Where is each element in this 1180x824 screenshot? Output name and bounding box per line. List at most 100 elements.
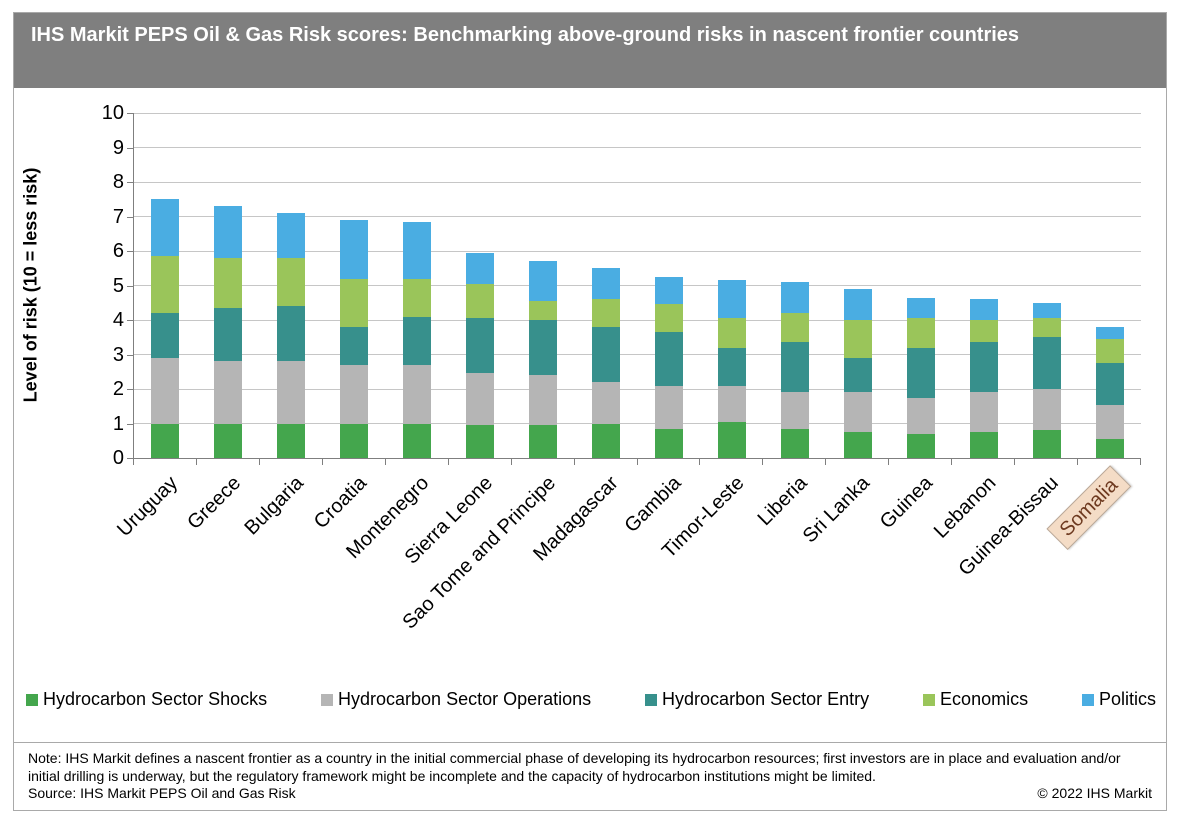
x-axis-label: Guinea	[876, 472, 938, 534]
y-tick-mark	[127, 423, 133, 425]
gridline	[134, 285, 1141, 286]
bar-segment	[780, 392, 809, 429]
bar-sri-lanka	[826, 113, 889, 458]
bar-segment	[843, 432, 872, 458]
bar-segment	[843, 392, 872, 433]
bar-segment	[214, 361, 243, 424]
bar-segment	[277, 361, 306, 424]
bar-segment	[654, 428, 683, 458]
x-axis-label: Greece	[183, 472, 245, 534]
y-tick-mark	[127, 458, 133, 459]
legend-item: Hydrocarbon Sector Shocks	[26, 689, 267, 710]
x-axis-label: Croatia	[309, 472, 371, 534]
y-tick-mark	[127, 113, 133, 114]
bar-segment	[906, 297, 935, 319]
bar-segment	[340, 278, 369, 327]
bar-segment	[906, 318, 935, 348]
bar-segment	[403, 316, 432, 365]
bar-segment	[151, 423, 180, 458]
x-tick-mark	[636, 459, 638, 465]
bar-segment	[717, 280, 746, 319]
bar-segment	[466, 252, 495, 284]
bar-segment	[466, 373, 495, 426]
gridline	[134, 216, 1141, 217]
x-tick-mark	[1014, 459, 1016, 465]
bar-segment	[780, 428, 809, 458]
x-axis-label: Sri Lanka	[799, 472, 875, 548]
bar-guinea	[889, 113, 952, 458]
bar-segment	[151, 313, 180, 358]
x-tick-mark	[447, 459, 449, 465]
legend-item: Politics	[1081, 689, 1156, 710]
bar-segment	[843, 320, 872, 358]
bar-segment	[277, 257, 306, 307]
bar-segment	[1032, 318, 1061, 338]
x-axis-label: Liberia	[753, 472, 812, 531]
x-tick-mark	[951, 459, 953, 465]
bar-segment	[717, 421, 746, 458]
x-tick-mark	[133, 459, 134, 465]
x-tick-mark	[825, 459, 827, 465]
y-tick-mark	[127, 285, 133, 287]
bar-segment	[654, 276, 683, 305]
y-tick-mark	[127, 251, 133, 252]
bar-segment	[717, 347, 746, 386]
bar-segment	[592, 382, 621, 424]
bar-segment	[1032, 430, 1061, 458]
x-axis-label: Bulgaria	[240, 472, 308, 540]
legend-label: Hydrocarbon Sector Operations	[338, 689, 592, 709]
bar-bulgaria	[260, 113, 323, 458]
x-tick-mark	[888, 459, 890, 465]
y-tick-mark	[127, 389, 133, 390]
bar-segment	[717, 385, 746, 422]
bar-segment	[843, 288, 872, 320]
bar-sierra-leone	[449, 113, 512, 458]
bar-segment	[1032, 302, 1061, 319]
y-tick-label: 5	[112, 274, 124, 297]
x-axis-label: Somalia	[1046, 465, 1132, 551]
bar-segment	[214, 423, 243, 458]
bar-segment	[466, 425, 495, 458]
bar-segment	[403, 423, 432, 458]
bar-sao-tome-and-principe	[512, 113, 575, 458]
bar-segment	[906, 433, 935, 458]
legend-item: Hydrocarbon Sector Operations	[321, 689, 591, 710]
bar-segment	[151, 256, 180, 314]
y-tick-label: 1	[112, 412, 124, 435]
plot-area	[133, 112, 1141, 459]
y-tick-mark	[127, 354, 133, 356]
bar-segment	[1095, 363, 1124, 405]
bar-segment	[1095, 439, 1124, 458]
bar-segment	[1032, 389, 1061, 431]
bar-segment	[717, 318, 746, 348]
chart-title: IHS Markit PEPS Oil & Gas Risk scores: B…	[31, 24, 1020, 46]
bar-segment	[969, 299, 998, 320]
source-text: Source: IHS Markit PEPS Oil and Gas Risk	[28, 785, 296, 801]
bar-timor-leste	[700, 113, 763, 458]
gridline	[134, 423, 1141, 424]
bar-gambia	[638, 113, 701, 458]
x-tick-mark	[258, 459, 260, 465]
x-tick-mark	[321, 459, 323, 465]
legend-swatch-icon	[1081, 693, 1094, 706]
y-tick-label: 8	[112, 171, 124, 193]
y-tick-label: 2	[112, 378, 124, 400]
bar-segment	[592, 423, 621, 458]
bar-segment	[214, 307, 243, 362]
x-tick-mark	[1140, 459, 1141, 465]
gridline	[134, 181, 1141, 183]
bar-segment	[529, 320, 558, 376]
bar-segment	[529, 301, 558, 320]
bar-segment	[151, 199, 180, 257]
bar-segment	[843, 357, 872, 393]
bar-segment	[592, 326, 621, 383]
bar-segment	[906, 347, 935, 398]
bar-segment	[340, 219, 369, 279]
bar-segment	[1095, 404, 1124, 440]
bar-segment	[277, 213, 306, 258]
legend-swatch-icon	[923, 693, 936, 706]
y-tick-label: 10	[101, 102, 124, 124]
bar-segment	[592, 268, 621, 300]
